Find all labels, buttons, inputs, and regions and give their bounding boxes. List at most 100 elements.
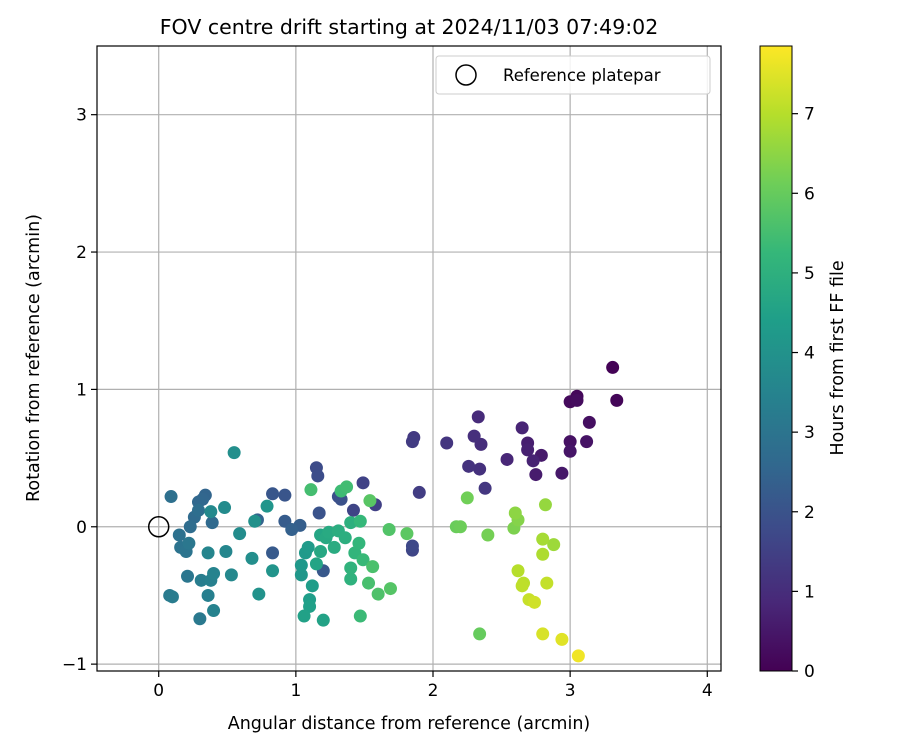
data-point — [205, 516, 219, 530]
x-axis-label: Angular distance from reference (arcmin) — [228, 714, 591, 734]
data-point — [338, 531, 352, 545]
data-point — [301, 540, 315, 554]
legend: Reference platepar — [435, 55, 711, 95]
data-point — [440, 436, 454, 450]
data-point — [285, 523, 299, 537]
y-axis-label: Rotation from reference (arcmin) — [24, 214, 44, 502]
data-point — [172, 528, 186, 542]
data-point — [412, 485, 426, 499]
data-point — [314, 544, 328, 558]
data-point — [508, 506, 522, 520]
data-point — [183, 520, 197, 534]
data-point — [540, 576, 554, 590]
colorbar-tick-label: 6 — [804, 184, 815, 204]
colorbar-tick-label: 4 — [804, 344, 815, 364]
data-point — [304, 483, 318, 497]
data-point — [371, 587, 385, 601]
data-point — [363, 494, 377, 508]
data-point — [182, 536, 196, 550]
data-point — [462, 459, 476, 473]
data-point — [194, 573, 208, 587]
data-point — [473, 627, 487, 641]
colorbar-tick-label: 3 — [804, 423, 815, 443]
data-point — [346, 503, 360, 517]
data-point — [500, 452, 514, 466]
data-point — [311, 469, 325, 483]
data-point — [570, 393, 584, 407]
x-tick-label: 2 — [428, 681, 439, 701]
data-point — [224, 568, 238, 582]
data-point — [266, 546, 280, 560]
legend-box — [435, 55, 711, 95]
colorbar-tick-label: 2 — [804, 503, 815, 523]
data-point — [362, 576, 376, 590]
data-point — [460, 491, 474, 505]
data-point — [527, 595, 541, 609]
legend-entry-reference-platepar: Reference platepar — [503, 66, 661, 85]
colorbar — [759, 45, 793, 672]
data-point — [538, 498, 552, 512]
data-point — [353, 514, 367, 528]
data-point — [260, 499, 274, 513]
data-point — [233, 527, 247, 541]
data-point — [471, 410, 485, 424]
data-point — [294, 568, 308, 582]
data-point — [340, 480, 354, 494]
data-point — [515, 579, 529, 593]
y-tick-label: 3 — [76, 106, 87, 126]
data-point — [218, 501, 232, 515]
data-point — [327, 540, 341, 554]
data-point — [536, 532, 550, 546]
data-point — [453, 520, 467, 534]
data-points — [163, 360, 624, 663]
data-point — [201, 546, 215, 560]
data-point — [316, 613, 330, 627]
data-point — [382, 523, 396, 537]
data-point — [344, 572, 358, 586]
data-point — [207, 604, 221, 618]
data-point — [181, 569, 195, 583]
data-point — [555, 632, 569, 646]
data-point — [536, 627, 550, 641]
data-point — [294, 558, 308, 572]
x-tick-label: 1 — [290, 681, 301, 701]
data-point — [266, 564, 280, 578]
data-point — [305, 579, 319, 593]
grid — [97, 46, 721, 671]
data-point — [526, 454, 540, 468]
x-tick-label: 4 — [702, 681, 713, 701]
data-point — [529, 468, 543, 482]
data-point — [515, 421, 529, 435]
data-point — [193, 612, 207, 626]
data-point — [353, 609, 367, 623]
chart-title: FOV centre drift starting at 2024/11/03 … — [160, 15, 659, 39]
colorbar-tick-label: 1 — [804, 582, 815, 602]
data-point — [248, 514, 262, 528]
data-point — [383, 582, 397, 596]
colorbar-tick-label: 0 — [804, 662, 815, 682]
axis-ticks: 0 1 2 3 4 −1 0 1 2 3 — [62, 106, 713, 701]
colorbar-tick-label: 7 — [804, 105, 815, 125]
y-tick-label: 0 — [76, 518, 87, 538]
data-point — [521, 443, 535, 457]
data-point — [405, 435, 419, 449]
data-point — [322, 525, 336, 539]
data-point — [405, 539, 419, 553]
data-point — [555, 466, 569, 480]
data-point — [207, 566, 221, 580]
data-point — [473, 462, 487, 476]
data-point — [478, 481, 492, 495]
data-point — [266, 487, 280, 501]
data-point — [547, 538, 561, 552]
data-point — [571, 649, 585, 663]
data-point — [219, 544, 233, 558]
data-point — [580, 435, 594, 449]
data-point — [366, 560, 380, 574]
data-point — [204, 505, 218, 519]
data-point — [252, 587, 266, 601]
data-point — [191, 503, 205, 517]
data-point — [511, 564, 525, 578]
y-tick-label: 2 — [76, 243, 87, 263]
data-point — [227, 446, 241, 460]
data-point — [582, 415, 596, 429]
